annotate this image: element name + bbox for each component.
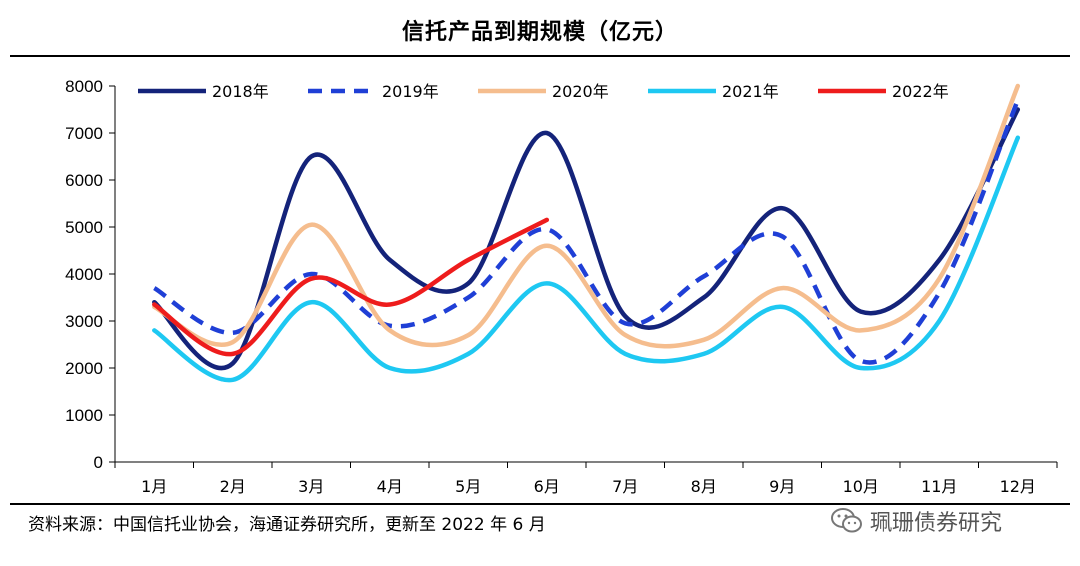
top-rule [10, 55, 1070, 57]
y-tick-label: 1000 [65, 406, 103, 425]
legend-label: 2022年 [892, 82, 949, 101]
watermark-text: 珮珊债券研究 [870, 511, 1003, 536]
series-line-2018年 [152, 107, 1021, 371]
series-line-2021年 [152, 135, 1021, 383]
series-line-2022年 [152, 217, 550, 357]
y-tick-label: 6000 [65, 171, 103, 190]
x-tick-label: 1月 [141, 477, 167, 496]
bottom-rule [10, 503, 1070, 505]
series-line-2020年 [152, 83, 1021, 349]
x-tick-label: 10月 [843, 477, 879, 496]
wechat-icon [831, 508, 862, 533]
x-tick-label: 7月 [612, 477, 638, 496]
y-tick-label: 2000 [65, 359, 103, 378]
chart-legend: 2018年 2019年 2020年 2021年 2022年 [138, 82, 949, 101]
x-tick-label: 12月 [1000, 477, 1036, 496]
y-tick-label: 8000 [65, 77, 103, 96]
series-line-2019年 [153, 99, 1020, 365]
legend-label: 2018年 [212, 82, 269, 101]
chart-axes: 0 1000 2000 3000 4000 5000 6000 7000 8000 1月 2月 3月 4… [65, 77, 1058, 496]
x-tick-label: 9月 [769, 477, 795, 496]
y-tick-label: 4000 [65, 265, 103, 284]
x-tick-label: 5月 [455, 477, 481, 496]
watermark: 珮珊债券研究 [830, 505, 1002, 537]
legend-label: 2020年 [552, 82, 609, 101]
x-tick-label: 11月 [921, 477, 957, 496]
x-tick-label: 6月 [534, 477, 560, 496]
chart-lines [152, 83, 1021, 383]
x-tick-label: 8月 [691, 477, 717, 496]
y-tick-label: 3000 [65, 312, 103, 331]
y-tick-label: 7000 [65, 124, 103, 143]
source-note: 资料来源：中国信托业协会，海通证券研究所，更新至 2022 年 6 月 [28, 515, 546, 535]
chart-title: 信托产品到期规模（亿元） [401, 20, 678, 45]
y-tick-label: 0 [94, 453, 103, 472]
legend-label: 2019年 [382, 82, 439, 101]
legend-label: 2021年 [722, 82, 779, 101]
x-tick-label: 3月 [298, 477, 324, 496]
x-tick-label: 2月 [220, 477, 246, 496]
x-tick-label: 4月 [377, 477, 403, 496]
y-tick-label: 5000 [65, 218, 103, 237]
